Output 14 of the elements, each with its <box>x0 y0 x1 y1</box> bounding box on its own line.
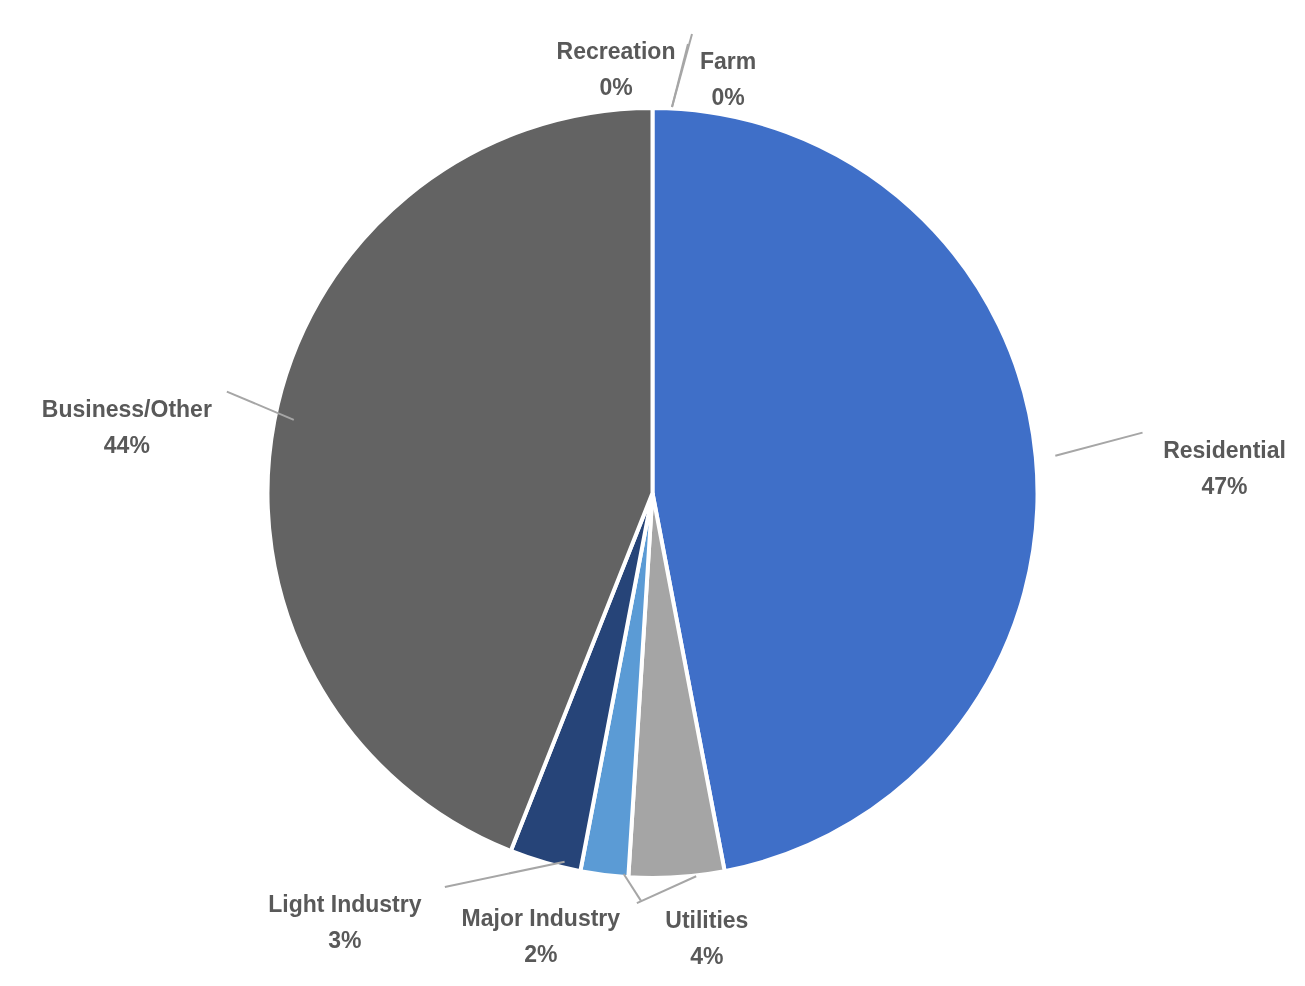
data-label: 47% <box>1201 472 1248 499</box>
slice-label: Utilities <box>665 907 749 934</box>
slice-label: Business/Other <box>41 395 212 422</box>
category-label: Recreation <box>556 38 676 64</box>
category-label: Farm <box>699 48 757 74</box>
slice-label: Major Industry <box>461 904 621 931</box>
data-label: 44% <box>103 431 150 458</box>
slice-label: Residential <box>1163 436 1286 463</box>
slice-label: Light Industry <box>268 890 422 917</box>
text: 0% <box>711 84 745 110</box>
data-label: 3% <box>328 926 362 953</box>
data-label: 4% <box>690 943 724 970</box>
text: 0% <box>599 74 633 100</box>
data-label: 2% <box>524 940 558 967</box>
